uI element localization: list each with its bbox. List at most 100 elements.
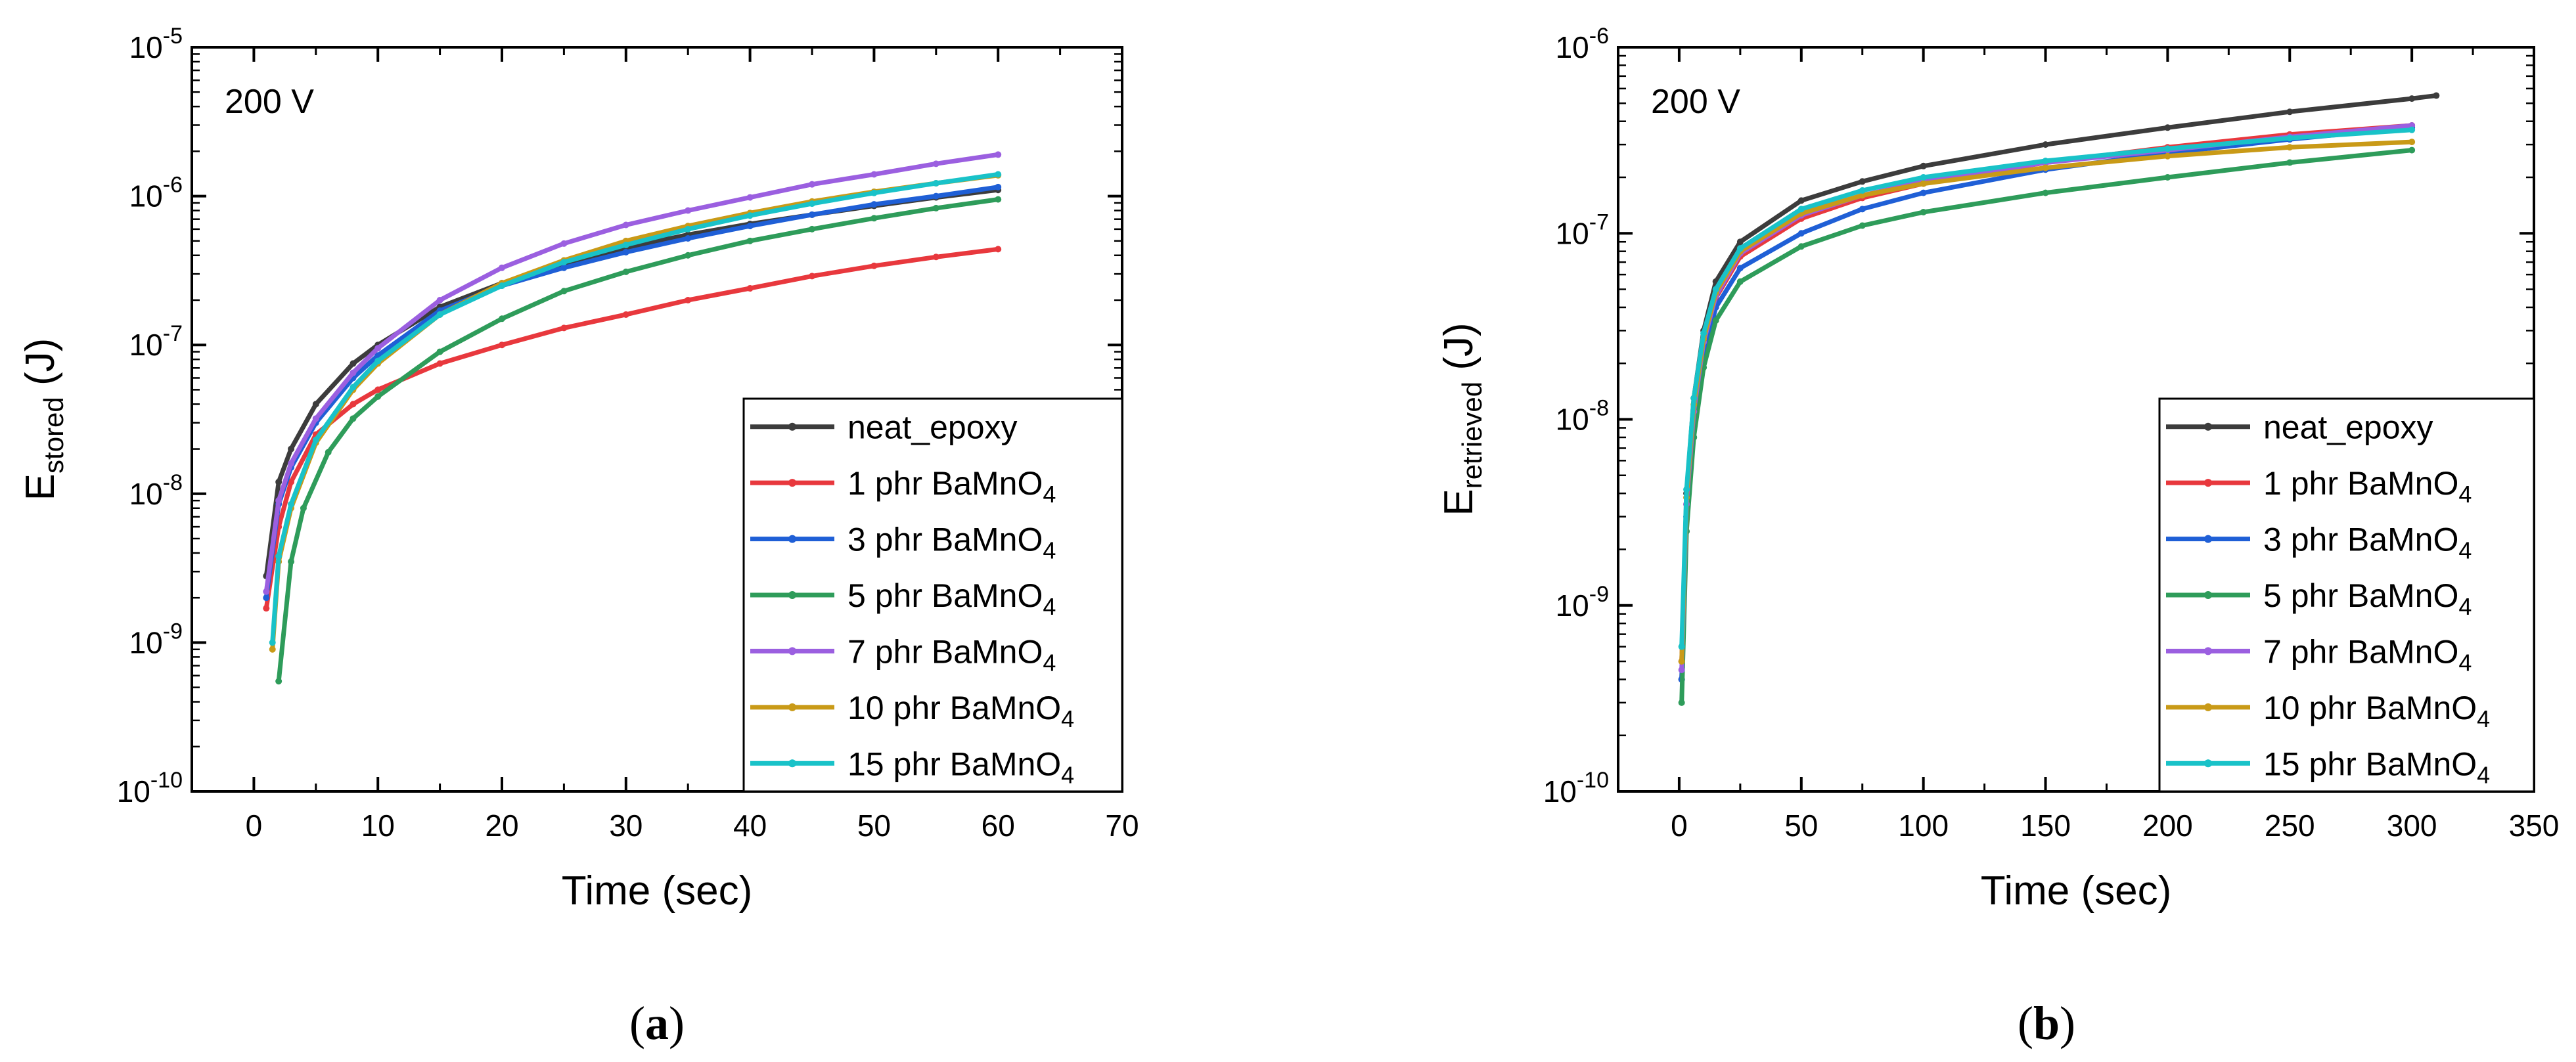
data-point: [1700, 330, 1707, 337]
data-point: [1797, 197, 1805, 204]
panel-label-letter: b: [2033, 997, 2060, 1050]
legend-marker-3: [788, 591, 796, 599]
y-tick-exponent: -5: [163, 24, 183, 49]
y-tick-base: 10: [129, 625, 163, 659]
data-point: [1859, 187, 1866, 194]
data-point: [436, 348, 443, 355]
legend-label-text: neat_epoxy: [2263, 409, 2433, 446]
data-point: [288, 478, 295, 485]
data-point: [622, 241, 629, 248]
legend-marker-5: [788, 703, 796, 711]
data-point: [350, 369, 357, 376]
data-point: [1859, 206, 1866, 213]
data-point: [1736, 245, 1744, 252]
legend-label-3: 5 phr BaMnO4: [2263, 577, 2472, 620]
data-point: [499, 264, 505, 271]
legend-label-2: 3 phr BaMnO4: [2263, 521, 2472, 564]
data-point: [350, 384, 357, 391]
y-tick-label: 10-10: [117, 768, 183, 808]
data-point: [560, 259, 568, 266]
data-point: [995, 183, 1002, 190]
y-tick-label: 10-9: [1556, 582, 1609, 623]
y-tick-base: 10: [129, 477, 163, 511]
data-point: [269, 646, 276, 653]
y-tick-exponent: -8: [1589, 396, 1609, 421]
data-point: [288, 558, 295, 565]
legend-label-text: 5 phr BaMnO: [2263, 577, 2458, 614]
x-axis-title: Time (sec): [1981, 868, 2171, 914]
legend-label-2: 3 phr BaMnO4: [847, 521, 1056, 564]
data-point: [2286, 159, 2294, 166]
data-point: [499, 282, 505, 290]
data-point: [374, 345, 382, 352]
data-point: [1859, 192, 1866, 199]
x-tick-label: 50: [1784, 808, 1818, 843]
data-point: [685, 296, 692, 303]
data-point: [2408, 95, 2416, 102]
legend-label-0: neat_epoxy: [847, 409, 1018, 446]
data-point: [1859, 222, 1866, 229]
legend-label-4: 7 phr BaMnO4: [2263, 633, 2472, 676]
legend-marker-2: [2204, 535, 2212, 543]
data-point: [1712, 286, 1719, 293]
y-axis-title-unit: (J): [1436, 322, 1481, 382]
data-point: [288, 500, 295, 508]
data-point: [436, 296, 443, 303]
data-point: [870, 189, 878, 196]
y-tick-exponent: -6: [1589, 24, 1609, 49]
legend-label-subscript: 4: [2477, 705, 2490, 732]
data-point: [312, 415, 319, 422]
y-axis-title: Estored (J): [18, 338, 69, 501]
legend-marker-0: [788, 422, 796, 431]
data-point: [870, 262, 878, 269]
legend-label-text: 3 phr BaMnO: [2263, 521, 2458, 558]
y-tick-exponent: -7: [163, 321, 183, 346]
legend-marker-5: [2204, 703, 2212, 711]
data-point: [995, 196, 1002, 203]
x-tick-label: 300: [2387, 808, 2437, 843]
data-point: [746, 194, 754, 201]
data-point: [374, 393, 382, 400]
legend-label-5: 10 phr BaMnO4: [847, 690, 1074, 732]
legend-label-0: neat_epoxy: [2263, 409, 2433, 446]
y-tick-label: 10-10: [1543, 768, 1609, 808]
voltage-annotation: 200 V: [225, 83, 314, 121]
data-point: [2433, 92, 2440, 99]
series-line-3: [276, 197, 1001, 684]
legend-label-6: 15 phr BaMnO4: [2263, 745, 2490, 788]
data-point: [288, 445, 295, 453]
data-point: [1920, 162, 1927, 169]
legend-label-4: 7 phr BaMnO4: [847, 633, 1056, 676]
data-point: [685, 225, 692, 232]
data-point: [275, 497, 282, 504]
data-point: [1678, 658, 1685, 665]
data-point: [870, 171, 878, 178]
data-point: [2408, 139, 2416, 146]
y-tick-exponent: -6: [163, 173, 183, 198]
data-point: [1797, 206, 1805, 213]
y-tick-exponent: -10: [150, 768, 183, 793]
data-point: [746, 223, 754, 230]
data-point: [269, 639, 276, 646]
x-tick-label: 0: [1671, 808, 1688, 843]
y-tick-base: 10: [117, 774, 150, 808]
y-axis-title-unit: (J): [18, 338, 63, 397]
data-point: [622, 221, 629, 229]
legend-label-text: neat_epoxy: [847, 409, 1018, 446]
legend-label-subscript: 4: [1061, 705, 1074, 732]
x-axis-title: Time (sec): [562, 868, 752, 914]
data-point: [622, 268, 629, 275]
series-line-4: [263, 152, 1001, 594]
data-point: [288, 460, 295, 467]
data-point: [932, 204, 939, 211]
legend-marker-2: [788, 535, 796, 543]
x-tick-label: 40: [733, 808, 767, 843]
y-axis-title-subscript: retrieved: [1457, 382, 1487, 489]
series-line-1: [263, 246, 1001, 611]
data-point: [622, 311, 629, 318]
y-tick-exponent: -9: [163, 619, 183, 644]
legend-label-text: 3 phr BaMnO: [847, 521, 1043, 558]
panel-label: (a): [629, 997, 685, 1050]
